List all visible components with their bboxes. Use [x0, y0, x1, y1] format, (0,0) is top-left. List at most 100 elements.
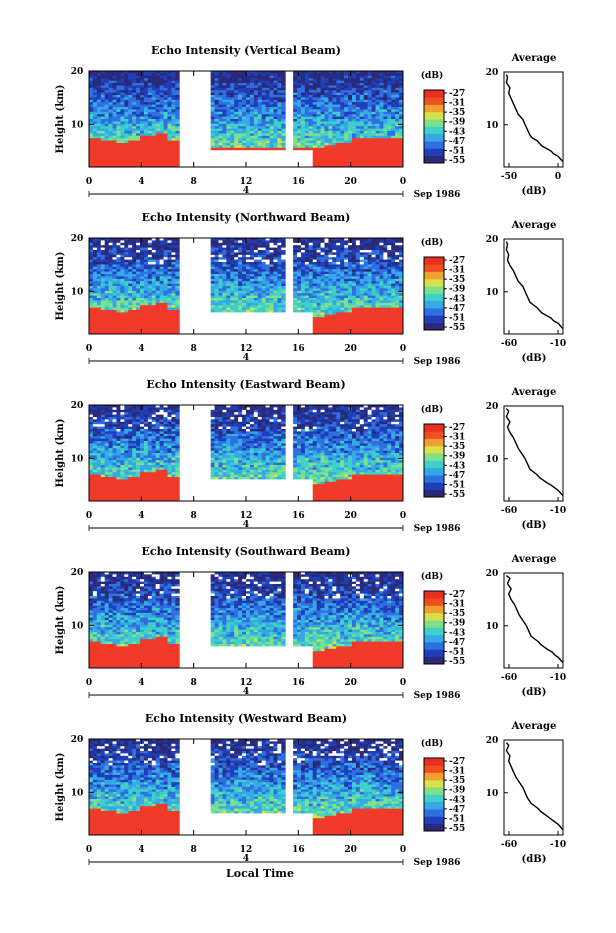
heatmap-cell	[309, 121, 313, 124]
heatmap-cell	[321, 284, 325, 287]
heatmap-cell	[305, 305, 309, 308]
heatmap-cell	[105, 85, 109, 88]
heatmap-cell	[356, 85, 360, 88]
heatmap-cell	[171, 107, 175, 110]
heatmap-cell	[175, 327, 179, 330]
heatmap-cell	[211, 255, 215, 258]
colorbar-tick-label: -35	[449, 108, 465, 118]
heatmap-cell	[242, 293, 246, 296]
heatmap-cell	[364, 107, 368, 110]
heatmap-cell	[140, 109, 144, 112]
heatmap-cell	[270, 312, 274, 315]
heatmap-cell	[234, 133, 238, 136]
heatmap-cell	[230, 121, 234, 124]
heatmap-cell	[148, 260, 152, 263]
heatmap-cell	[168, 250, 172, 253]
heatmap-cell	[132, 279, 136, 282]
heatmap-cell	[270, 126, 274, 129]
heatmap-cell	[175, 102, 179, 105]
heatmap-cell	[113, 105, 117, 108]
heatmap-cell	[266, 145, 270, 148]
heatmap-cell	[222, 267, 226, 270]
heatmap-cell	[301, 296, 305, 299]
heatmap-cell	[379, 148, 383, 151]
heatmap-cell	[156, 155, 160, 158]
heatmap-cell	[372, 73, 376, 76]
heatmap-cell	[297, 269, 301, 272]
heatmap-cell	[113, 286, 117, 289]
heatmap-cell	[258, 267, 262, 270]
heatmap-cell	[152, 240, 156, 243]
heatmap-cell	[93, 260, 97, 263]
heatmap-cell	[148, 131, 152, 134]
heatmap-cell	[356, 145, 360, 148]
heatmap-cell	[293, 93, 297, 96]
heatmap-cell	[211, 300, 215, 303]
heatmap-cell	[372, 112, 376, 115]
heatmap-cell	[254, 143, 258, 146]
heatmap-cell	[352, 136, 356, 139]
heatmap-cell	[132, 153, 136, 156]
heatmap-cell	[234, 264, 238, 267]
heatmap-cell	[230, 272, 234, 275]
heatmap-cell	[164, 73, 168, 76]
heatmap-cell	[262, 121, 266, 124]
heatmap-cell	[105, 131, 109, 134]
heatmap-cell	[273, 298, 277, 301]
heatmap-cell	[226, 136, 230, 139]
heatmap-cell	[328, 83, 332, 86]
heatmap-cell	[321, 85, 325, 88]
heatmap-cell	[132, 114, 136, 117]
heatmap-cell	[336, 131, 340, 134]
heatmap-cell	[230, 257, 234, 260]
heatmap-cell	[246, 255, 250, 258]
heatmap-cell	[336, 105, 340, 108]
heatmap-cell	[321, 124, 325, 127]
heatmap-cell	[144, 255, 148, 258]
heatmap-cell	[175, 150, 179, 153]
heatmap-cell	[136, 117, 140, 120]
heatmap-cell	[101, 100, 105, 103]
heatmap-cell	[387, 83, 391, 86]
heatmap-cell	[109, 322, 113, 325]
heatmap-cell	[101, 296, 105, 299]
heatmap-cell	[105, 279, 109, 282]
heatmap-cell	[328, 327, 332, 330]
heatmap-cell	[168, 317, 172, 320]
heatmap-cell	[297, 252, 301, 255]
heatmap-cell	[250, 308, 254, 311]
heatmap-cell	[164, 248, 168, 251]
heatmap-cell	[352, 97, 356, 100]
heatmap-cell	[219, 100, 223, 103]
heatmap-cell	[301, 310, 305, 313]
heatmap-cell	[242, 255, 246, 258]
heatmap-cell	[246, 133, 250, 136]
heatmap-cell	[93, 105, 97, 108]
heatmap-cell	[332, 119, 336, 122]
heatmap-cell	[132, 133, 136, 136]
heatmap-cell	[376, 83, 380, 86]
heatmap-cell	[160, 262, 164, 265]
heatmap-cell	[364, 85, 368, 88]
heatmap-cell	[321, 145, 325, 148]
heatmap-cell	[222, 250, 226, 253]
heatmap-cell	[124, 255, 128, 258]
heatmap-cell	[383, 73, 387, 76]
heatmap-cell	[383, 155, 387, 158]
heatmap-cell	[364, 102, 368, 105]
heatmap-cell	[293, 129, 297, 132]
heatmap-cell	[168, 243, 172, 246]
heatmap-cell	[215, 305, 219, 308]
heatmap-cell	[305, 129, 309, 132]
heatmap-cell	[376, 141, 380, 144]
heatmap-cell	[124, 78, 128, 81]
heatmap-cell	[246, 312, 250, 315]
heatmap-cell	[250, 136, 254, 139]
heatmap-cell	[230, 81, 234, 84]
heatmap-cell	[132, 124, 136, 127]
heatmap-cell	[120, 267, 124, 270]
heatmap-cell	[273, 107, 277, 110]
heatmap-cell	[246, 85, 250, 88]
heatmap-cell	[93, 88, 97, 91]
heatmap-cell	[113, 119, 117, 122]
